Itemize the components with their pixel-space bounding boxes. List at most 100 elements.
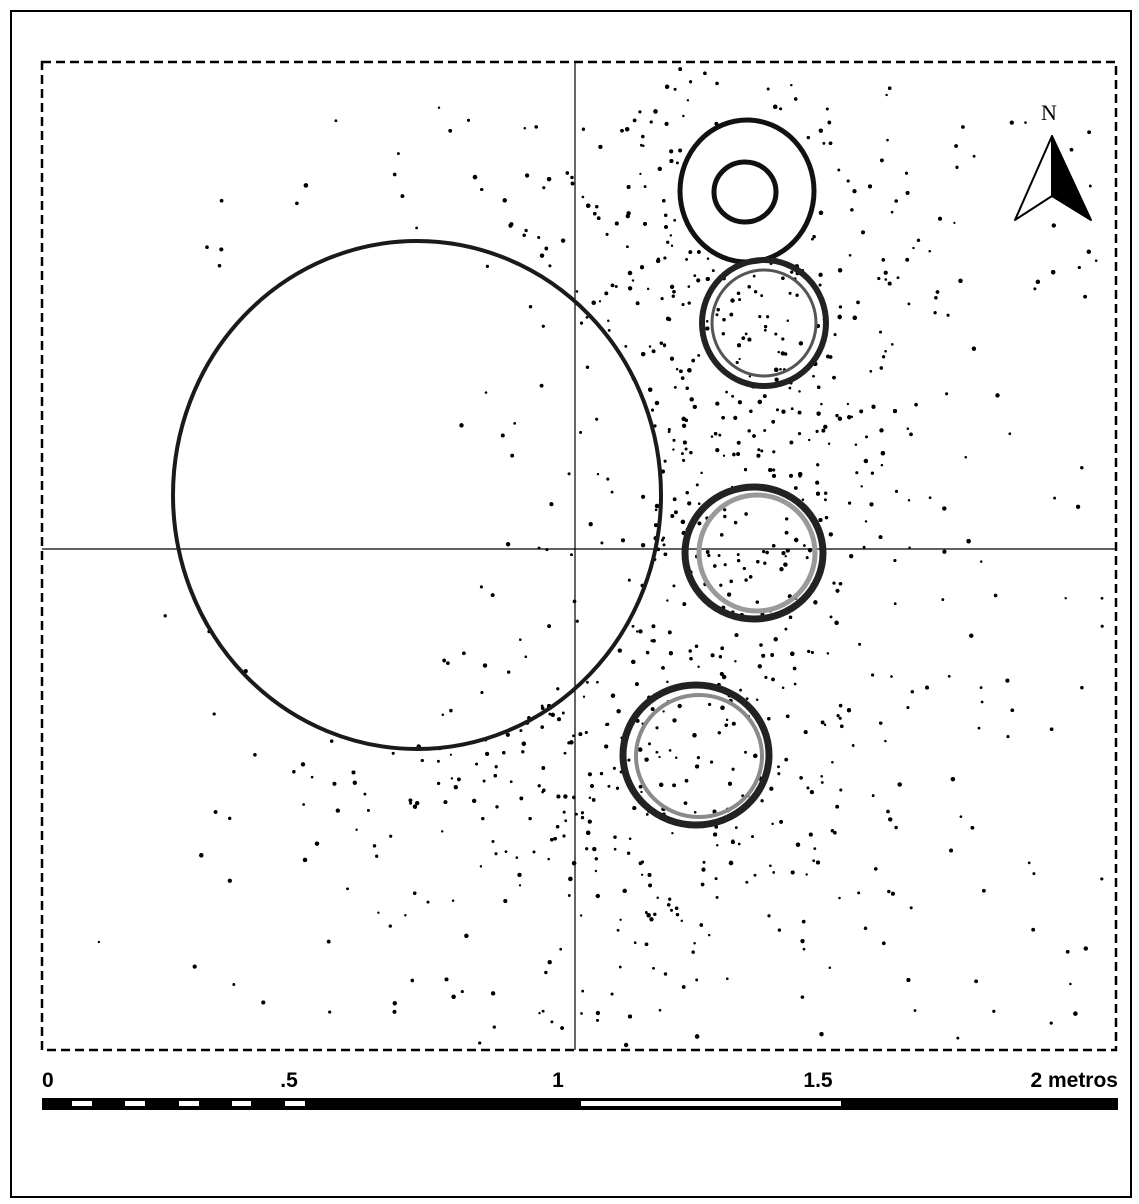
stipple-dot — [744, 332, 748, 336]
stipple-dot — [969, 633, 974, 638]
stipple-dot — [372, 844, 377, 848]
stipple-dot — [757, 399, 762, 405]
stipple-dot — [559, 947, 563, 951]
stipple-dot — [519, 638, 522, 641]
stipple-dot — [753, 290, 758, 294]
stipple-dot — [654, 508, 658, 512]
stipple-dot — [648, 883, 652, 888]
stipple-dot — [659, 341, 663, 345]
stipple-dot — [826, 652, 830, 655]
stipple-dot — [880, 158, 884, 163]
stipple-dot — [392, 172, 397, 177]
stipple-dot — [819, 1032, 824, 1037]
stipple-dot — [1008, 432, 1012, 436]
stipple-dot — [1100, 877, 1104, 881]
stipple-dot — [475, 762, 478, 766]
stipple-dot — [867, 184, 873, 189]
stipple-dot — [660, 538, 664, 542]
stipple-dot — [812, 374, 815, 378]
stipple-dot — [752, 274, 756, 278]
stipple-dot — [648, 345, 652, 348]
stipple-dot — [912, 246, 915, 250]
stipple-dot — [992, 1009, 996, 1013]
stipple-dot — [653, 424, 657, 428]
stipple-dot — [747, 429, 751, 433]
stipple-dot — [513, 422, 516, 425]
stipple-dot — [838, 716, 842, 720]
scale-bar-tick-segment — [125, 1101, 145, 1106]
stipple-dot — [1049, 1021, 1053, 1025]
stipple-dot — [525, 173, 530, 178]
stipple-dot — [659, 782, 664, 787]
stipple-dot — [546, 176, 552, 182]
stipple-dot — [693, 942, 696, 945]
stipple-dot — [451, 994, 456, 999]
stipple-dot — [781, 551, 786, 556]
stipple-dot — [605, 232, 609, 236]
stipple-dot — [658, 755, 661, 759]
stipple-dot — [848, 501, 852, 505]
stipple-dot — [838, 703, 843, 708]
stipple-dot — [795, 293, 799, 297]
stipple-dot — [669, 234, 672, 237]
stipple-dot — [941, 598, 945, 601]
stipple-dot — [777, 350, 780, 354]
stipple-dot — [717, 731, 721, 735]
stipple-dot — [578, 732, 583, 737]
stipple-dot — [505, 732, 510, 737]
stipple-dot — [626, 851, 631, 855]
stipple-dot — [818, 283, 822, 287]
stipple-dot — [669, 158, 674, 164]
stipple-dot — [479, 865, 482, 868]
stipple-dot — [779, 820, 783, 824]
stipple-dot — [773, 104, 778, 109]
north-posthole-ring — [677, 117, 817, 265]
stipple-dot — [908, 546, 911, 549]
stipple-dot — [687, 301, 691, 305]
stipple-dot — [857, 891, 861, 895]
stipple-dot — [409, 801, 413, 805]
stipple-dot — [1100, 597, 1104, 600]
scale-label-0.5: .5 — [280, 1069, 298, 1092]
stipple-dot — [640, 543, 646, 548]
stipple-dot — [906, 427, 909, 430]
stipple-dot — [753, 873, 757, 877]
stipple-dot — [739, 688, 742, 692]
stipple-dot — [731, 721, 736, 726]
stipple-dot — [388, 924, 392, 928]
stipple-dot — [760, 449, 764, 453]
stipple-dot — [785, 548, 790, 553]
stipple-dot — [722, 454, 726, 457]
stipple-dot — [727, 781, 733, 786]
stipple-dot — [713, 832, 718, 837]
stipple-dot — [715, 313, 719, 317]
stipple-dot — [517, 872, 522, 877]
stipple-dot — [694, 1034, 700, 1039]
stipple-dot — [640, 134, 645, 139]
stipple-dot — [689, 80, 693, 84]
stipple-dot — [720, 705, 725, 710]
stipple-dot — [700, 471, 703, 475]
stipple-dot — [757, 448, 761, 452]
stipple-dot — [641, 351, 646, 357]
stipple-dot — [879, 721, 883, 725]
stipple-dot — [671, 294, 675, 298]
stipple-dot — [818, 128, 823, 133]
stipple-dot — [807, 649, 811, 653]
stipple-dot — [572, 734, 575, 738]
stipple-dot — [502, 198, 507, 203]
stipple-dot — [916, 238, 921, 242]
stipple-dot — [705, 326, 710, 331]
stipple-dot — [326, 939, 331, 944]
stipple-dot — [585, 316, 589, 319]
stipple-dot — [228, 816, 232, 820]
stipple-dot — [657, 166, 662, 171]
stipple-dot — [503, 898, 508, 904]
stipple-dot — [886, 138, 889, 142]
stipple-dot — [763, 328, 767, 332]
stipple-dot — [253, 753, 257, 757]
stipple-dot — [934, 296, 938, 300]
stipple-dot — [668, 749, 672, 752]
stipple-dot — [713, 432, 718, 436]
stipple-dot — [682, 440, 687, 445]
